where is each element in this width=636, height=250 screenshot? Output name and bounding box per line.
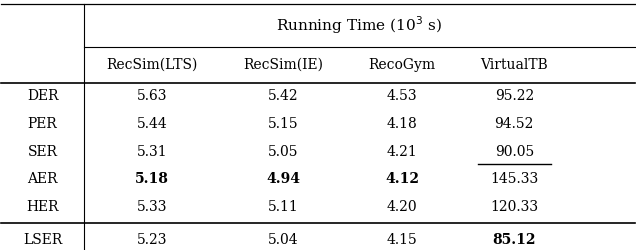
- Text: 94.52: 94.52: [495, 117, 534, 131]
- Text: 4.94: 4.94: [266, 172, 300, 186]
- Text: PER: PER: [28, 117, 57, 131]
- Text: 5.05: 5.05: [268, 145, 298, 159]
- Text: 4.21: 4.21: [387, 145, 417, 159]
- Text: 90.05: 90.05: [495, 145, 534, 159]
- Text: 5.23: 5.23: [137, 233, 167, 247]
- Text: 85.12: 85.12: [492, 233, 536, 247]
- Text: 5.18: 5.18: [135, 172, 169, 186]
- Text: 120.33: 120.33: [490, 200, 538, 214]
- Text: RecSim(LTS): RecSim(LTS): [106, 58, 197, 72]
- Text: 95.22: 95.22: [495, 90, 534, 104]
- Text: Running Time (10$^3$ s): Running Time (10$^3$ s): [276, 14, 442, 36]
- Text: 5.11: 5.11: [268, 200, 298, 214]
- Text: DER: DER: [27, 90, 59, 104]
- Text: 4.18: 4.18: [387, 117, 417, 131]
- Text: AER: AER: [27, 172, 58, 186]
- Text: RecoGym: RecoGym: [368, 58, 436, 72]
- Text: 5.15: 5.15: [268, 117, 298, 131]
- Text: 5.42: 5.42: [268, 90, 298, 104]
- Text: 4.53: 4.53: [387, 90, 417, 104]
- Text: RecSim(IE): RecSim(IE): [243, 58, 323, 72]
- Text: 5.04: 5.04: [268, 233, 298, 247]
- Text: 5.63: 5.63: [137, 90, 167, 104]
- Text: VirtualTB: VirtualTB: [480, 58, 548, 72]
- Text: 145.33: 145.33: [490, 172, 539, 186]
- Text: HER: HER: [26, 200, 59, 214]
- Text: 4.15: 4.15: [387, 233, 417, 247]
- Text: 5.44: 5.44: [136, 117, 167, 131]
- Text: 5.33: 5.33: [137, 200, 167, 214]
- Text: SER: SER: [27, 145, 57, 159]
- Text: 5.31: 5.31: [137, 145, 167, 159]
- Text: 4.12: 4.12: [385, 172, 419, 186]
- Text: LSER: LSER: [23, 233, 62, 247]
- Text: 4.20: 4.20: [387, 200, 417, 214]
